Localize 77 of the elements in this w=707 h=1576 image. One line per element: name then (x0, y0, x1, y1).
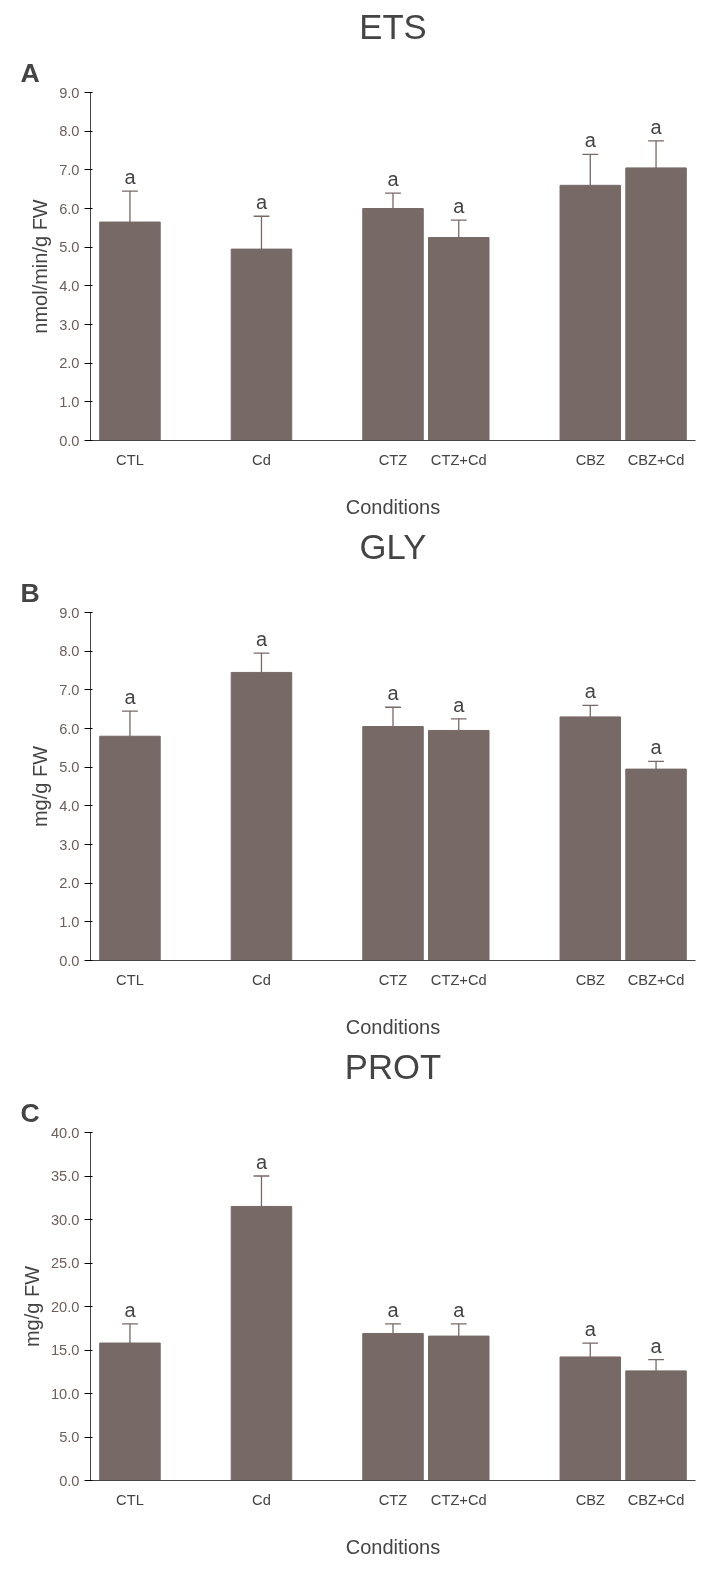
x-axis-title: Conditions (345, 1015, 441, 1038)
x-axis-title: Conditions (345, 495, 441, 518)
x-tick-label: Cd (252, 971, 271, 988)
chart-title: GLY (359, 527, 427, 566)
y-tick-label: 9.0 (59, 84, 80, 101)
x-axis-title: Conditions (345, 1535, 441, 1558)
x-tick-label: CBZ (575, 1491, 605, 1508)
y-tick-label: 6.0 (59, 200, 80, 217)
y-tick-label: 7.0 (59, 161, 80, 178)
chart-title: ETS (359, 7, 427, 46)
x-tick-label: CTZ (378, 1491, 408, 1508)
x-tick-label: CBZ (575, 971, 605, 988)
y-tick-label: 25.0 (50, 1255, 80, 1271)
y-tick-label: 20.0 (50, 1298, 80, 1315)
y-tick-label: 1.0 (59, 913, 80, 930)
y-tick-label: 4.0 (59, 797, 80, 814)
x-tick-label: CBZ+Cd (627, 971, 685, 988)
y-axis-title: nmol/min/g FW (29, 199, 52, 334)
y-tick-label: 1.0 (59, 393, 80, 410)
chart-title: PROT (344, 1047, 442, 1086)
y-tick-label: 7.0 (59, 681, 80, 698)
text: A (20, 57, 40, 88)
x-tick-label: Cd (252, 1491, 271, 1508)
annotation: a (387, 682, 400, 705)
y-tick-label: 0.0 (59, 1472, 80, 1489)
annotation: a (650, 736, 663, 759)
annotation: a (255, 191, 268, 214)
y-tick-label: 5.0 (59, 1429, 80, 1445)
y-tick-label: 15.0 (50, 1342, 80, 1358)
annotation: a (650, 115, 663, 138)
y-tick-label: 8.0 (59, 123, 80, 140)
annotation: a (584, 1318, 597, 1341)
y-tick-label: 35.0 (50, 1168, 80, 1184)
y-axis-title: mg/g FW (29, 745, 52, 828)
y-tick-label: 2.0 (59, 875, 80, 892)
annotation: a (453, 195, 466, 218)
x-tick-label: CBZ+Cd (627, 451, 685, 468)
annotation: a (584, 680, 597, 703)
text: C (20, 1097, 40, 1128)
y-tick-label: 2.0 (59, 355, 80, 372)
annotation: a (453, 1298, 466, 1321)
y-tick-label: 0.0 (59, 952, 80, 969)
y-tick-label: 10.0 (50, 1385, 80, 1402)
x-tick-label: CTZ+Cd (430, 1491, 487, 1508)
annotation: a (387, 168, 400, 191)
annotation: a (255, 1151, 268, 1173)
x-tick-label: CBZ+Cd (627, 1491, 685, 1508)
y-tick-label: 3.0 (59, 316, 80, 333)
y-tick-label: 40.0 (50, 1124, 80, 1141)
annotation: a (453, 693, 466, 716)
x-tick-label: CTZ+Cd (430, 971, 487, 988)
y-axis-title: mg/g FW (20, 1265, 43, 1348)
y-tick-label: 30.0 (50, 1211, 80, 1228)
x-tick-label: Cd (252, 451, 271, 468)
y-tick-label: 5.0 (59, 759, 80, 776)
x-tick-label: CBZ (575, 451, 605, 468)
y-tick-label: 3.0 (59, 836, 80, 853)
x-tick-label: CTZ+Cd (430, 451, 487, 468)
y-tick-label: 4.0 (59, 277, 80, 294)
y-tick-label: 0.0 (59, 432, 80, 449)
y-tick-label: 9.0 (59, 604, 80, 621)
x-tick-label: CTL (116, 1491, 144, 1508)
x-tick-label: CTZ (378, 971, 408, 988)
x-tick-label: CTL (116, 971, 144, 988)
text: B (20, 577, 40, 608)
annotation: a (584, 129, 597, 152)
y-tick-label: 5.0 (59, 239, 80, 256)
y-tick-label: 6.0 (59, 720, 80, 737)
annotation: a (387, 1298, 400, 1321)
x-tick-label: CTL (116, 451, 144, 468)
annotation: a (255, 628, 268, 651)
annotation: a (124, 1298, 137, 1321)
y-tick-label: 8.0 (59, 643, 80, 660)
annotation: a (124, 166, 137, 189)
x-tick-label: CTZ (378, 451, 408, 468)
annotation: a (124, 686, 137, 709)
annotation: a (650, 1334, 663, 1357)
